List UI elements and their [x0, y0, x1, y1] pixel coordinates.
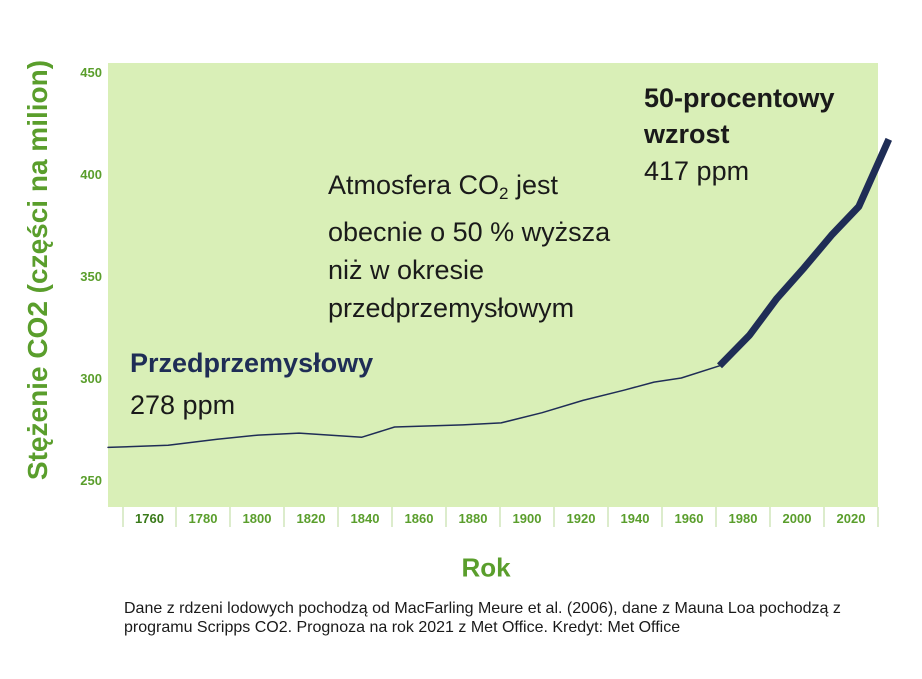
x-tick-label: 1900 — [513, 511, 542, 526]
x-tick-label: 1760 — [135, 511, 164, 526]
y-axis: 250 300 350 400 450 — [80, 65, 102, 488]
x-tick-label: 1880 — [459, 511, 488, 526]
x-tick-label: 1980 — [729, 511, 758, 526]
increase-label: 50-procentowy wzrost — [644, 83, 835, 149]
explanation-part-2: jest obecnie o 50 % wyższa niż w okresie… — [328, 170, 611, 323]
y-tick-label: 250 — [80, 473, 102, 488]
series-modern-line — [717, 137, 892, 369]
x-tick-label: 2020 — [837, 511, 866, 526]
plot-area — [108, 63, 878, 507]
y-tick-label: 300 — [80, 371, 102, 386]
x-tick-label: 1800 — [243, 511, 272, 526]
x-axis-title: Rok — [461, 552, 511, 583]
x-tick-label: 1820 — [297, 511, 326, 526]
x-tick-label: 1960 — [675, 511, 704, 526]
explanation-subscript: 2 — [499, 184, 509, 203]
increase-explanation: Atmosfera CO2 jest obecnie o 50 % wyższa… — [328, 166, 648, 327]
x-tick-label: 1780 — [189, 511, 218, 526]
x-tick-label: 1920 — [567, 511, 596, 526]
x-tick-label: 1860 — [405, 511, 434, 526]
x-axis: 1760 1780 1800 1820 1840 1860 1880 1900 1920 1940… — [122, 507, 879, 527]
preindustrial-value: 278 ppm — [130, 390, 236, 420]
series-preindustrial-line — [107, 365, 721, 449]
increase-value: 417 ppm — [644, 156, 750, 186]
y-tick-label: 400 — [80, 167, 102, 182]
y-tick-label: 350 — [80, 269, 102, 284]
source-credit: Dane z rdzeni lodowych pochodzą od MacFa… — [124, 600, 841, 636]
y-tick-label: 450 — [80, 65, 102, 80]
series-lines — [107, 137, 892, 449]
y-axis-title: Stężenie CO2 (części na milion) — [22, 59, 53, 481]
x-tick-label: 1940 — [621, 511, 650, 526]
explanation-part-1: Atmosfera CO — [328, 170, 500, 200]
x-tick-label: 1840 — [351, 511, 380, 526]
preindustrial-label: Przedprzemysłowy — [130, 348, 374, 378]
x-tick-label: 2000 — [783, 511, 812, 526]
